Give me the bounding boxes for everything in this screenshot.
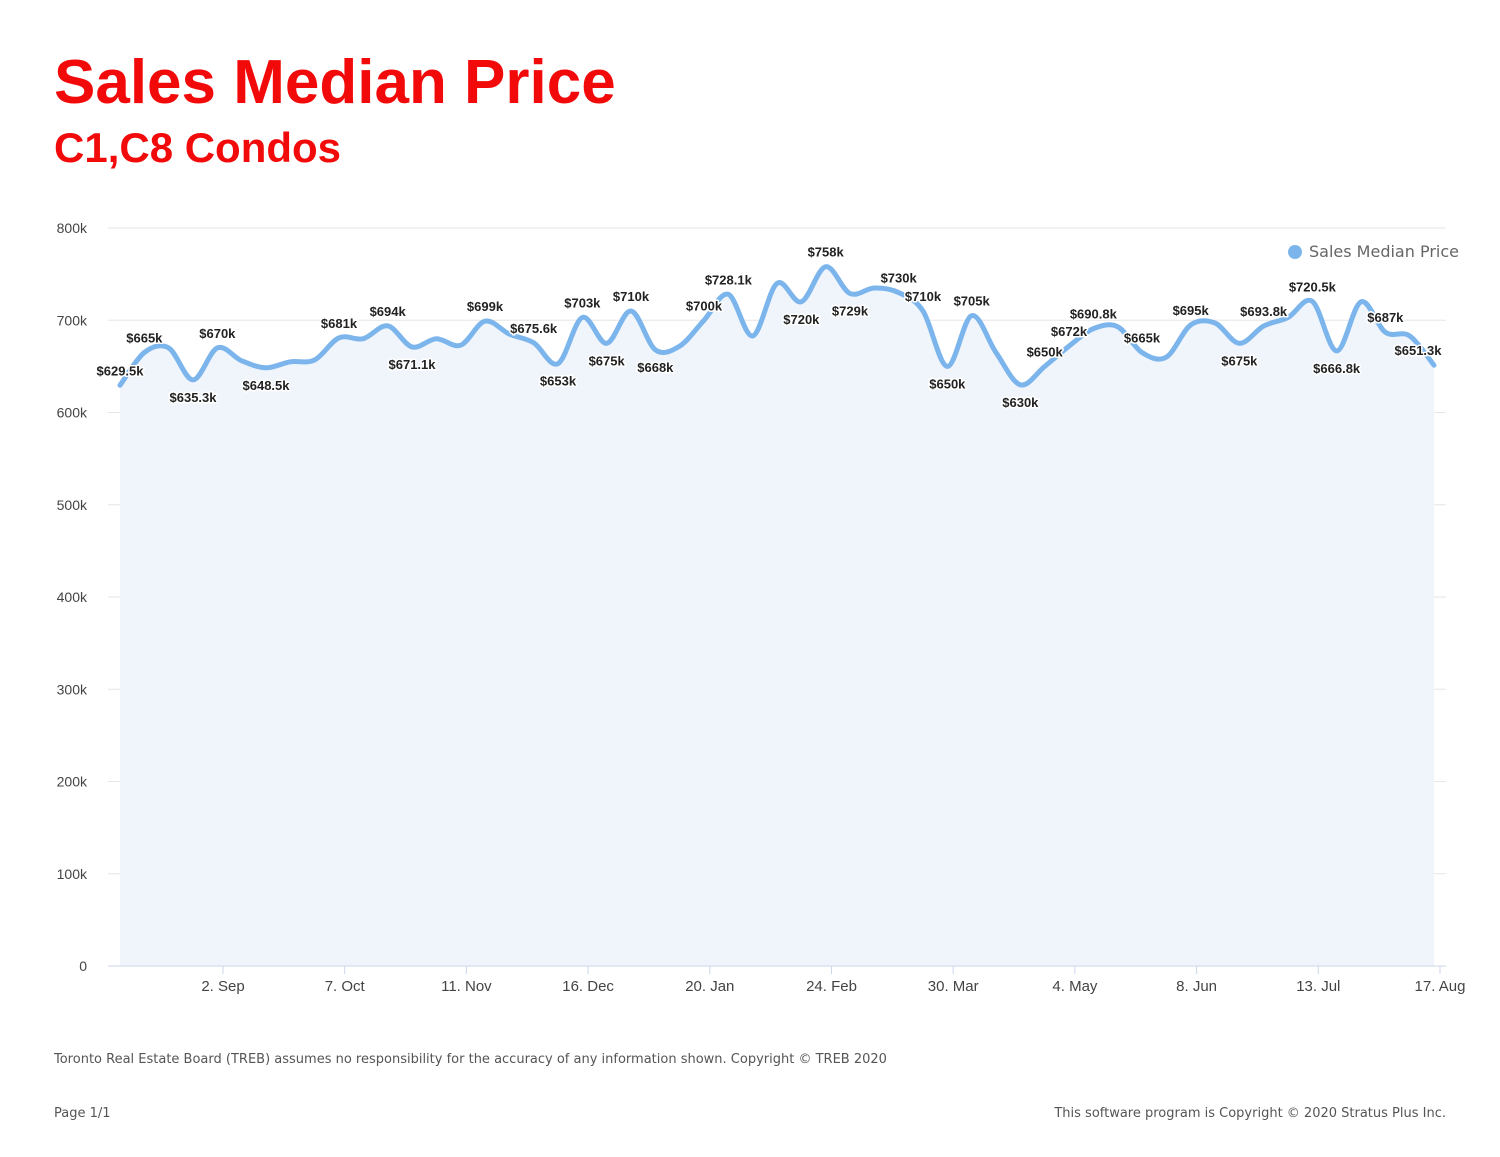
y-tick-label: 400k: [57, 589, 88, 605]
data-label: $668k: [637, 360, 674, 375]
legend-marker-icon: [1288, 244, 1302, 259]
y-tick-label: 100k: [57, 866, 88, 882]
x-tick-label: 20. Jan: [685, 978, 734, 995]
data-label: $648.5k: [243, 378, 291, 393]
data-label: $700k: [686, 298, 723, 313]
y-tick-label: 600k: [57, 405, 88, 421]
x-tick-label: 4. May: [1052, 978, 1098, 995]
data-label: $675k: [1221, 353, 1258, 368]
data-label: $665k: [1124, 331, 1161, 346]
data-label: $720k: [783, 312, 820, 327]
chart-legend[interactable]: Sales Median Price: [1288, 242, 1459, 261]
data-label: $729k: [832, 303, 869, 318]
series-line-path[interactable]: [117, 264, 1437, 388]
data-label: $699k: [467, 299, 504, 314]
x-tick-label: 17. Aug: [1415, 978, 1466, 995]
data-label: $651.3k: [1395, 343, 1443, 358]
x-axis-ticks: 2. Sep 7. Oct 11. Nov 16. Dec 20. Jan 24. Feb…: [201, 966, 1465, 995]
legend-label: Sales Median Price: [1309, 242, 1459, 261]
y-tick-label: 800k: [57, 220, 88, 236]
data-label: $730k: [881, 271, 918, 286]
software-copyright: This software program is Copyright © 202…: [1054, 1106, 1446, 1121]
data-label: $728.1k: [705, 272, 753, 287]
y-tick-label: 0: [79, 958, 87, 974]
data-label: $650k: [1027, 344, 1064, 359]
data-label: $690.8k: [1070, 307, 1118, 322]
data-label: $672k: [1051, 324, 1088, 339]
series-area: [120, 266, 1434, 967]
data-label: $681k: [321, 316, 358, 331]
x-tick-label: 7. Oct: [325, 978, 366, 995]
x-tick-label: 30. Mar: [928, 978, 979, 995]
data-label: $650k: [929, 376, 966, 391]
data-label: $666.8k: [1313, 361, 1361, 376]
data-label: $705k: [954, 294, 991, 309]
y-tick-label: 500k: [57, 497, 88, 513]
disclaimer-text: Toronto Real Estate Board (TREB) assumes…: [54, 1052, 887, 1067]
x-tick-label: 16. Dec: [562, 978, 614, 995]
page-title: Sales Median Price: [54, 48, 616, 117]
series-line: [117, 264, 1437, 388]
data-label: $653k: [540, 374, 577, 389]
data-label: $635.3k: [170, 390, 218, 405]
data-label: $629.5k: [97, 363, 145, 378]
x-tick-label: 24. Feb: [806, 978, 857, 995]
median-price-chart: 0 100k 200k 300k 400k 500k 600k 700k 800k 2. Sep…: [57, 220, 1466, 995]
y-tick-label: 200k: [57, 774, 88, 790]
data-label: $671.1k: [389, 357, 437, 372]
data-label: $710k: [905, 289, 942, 304]
data-label: $630k: [1002, 395, 1039, 410]
data-label: $687k: [1367, 310, 1404, 325]
page-number: Page 1/1: [54, 1106, 111, 1121]
y-tick-label: 700k: [57, 312, 88, 328]
data-label: $675k: [589, 353, 626, 368]
data-label: $693.8k: [1240, 304, 1288, 319]
data-label: $694k: [370, 304, 407, 319]
x-tick-label: 11. Nov: [441, 978, 492, 995]
data-label: $670k: [199, 326, 236, 341]
y-tick-label: 300k: [57, 681, 88, 697]
area-fill: [120, 266, 1434, 967]
data-label: $703k: [564, 295, 601, 310]
y-axis-ticks: 0 100k 200k 300k 400k 500k 600k 700k 800k: [57, 220, 88, 974]
data-label: $665k: [126, 331, 163, 346]
data-label: $695k: [1173, 303, 1210, 318]
x-tick-label: 2. Sep: [201, 978, 244, 995]
page-subtitle: C1,C8 Condos: [54, 124, 342, 171]
x-tick-label: 8. Jun: [1176, 978, 1217, 995]
data-labels: $629.5k $665k $635.3k $670k $648.5k $681k $694…: [95, 243, 1444, 411]
data-label: $758k: [808, 245, 845, 260]
data-label: $710k: [613, 289, 650, 304]
x-tick-label: 13. Jul: [1296, 978, 1340, 995]
data-label: $675.6k: [510, 321, 558, 336]
data-label: $720.5k: [1289, 279, 1337, 294]
